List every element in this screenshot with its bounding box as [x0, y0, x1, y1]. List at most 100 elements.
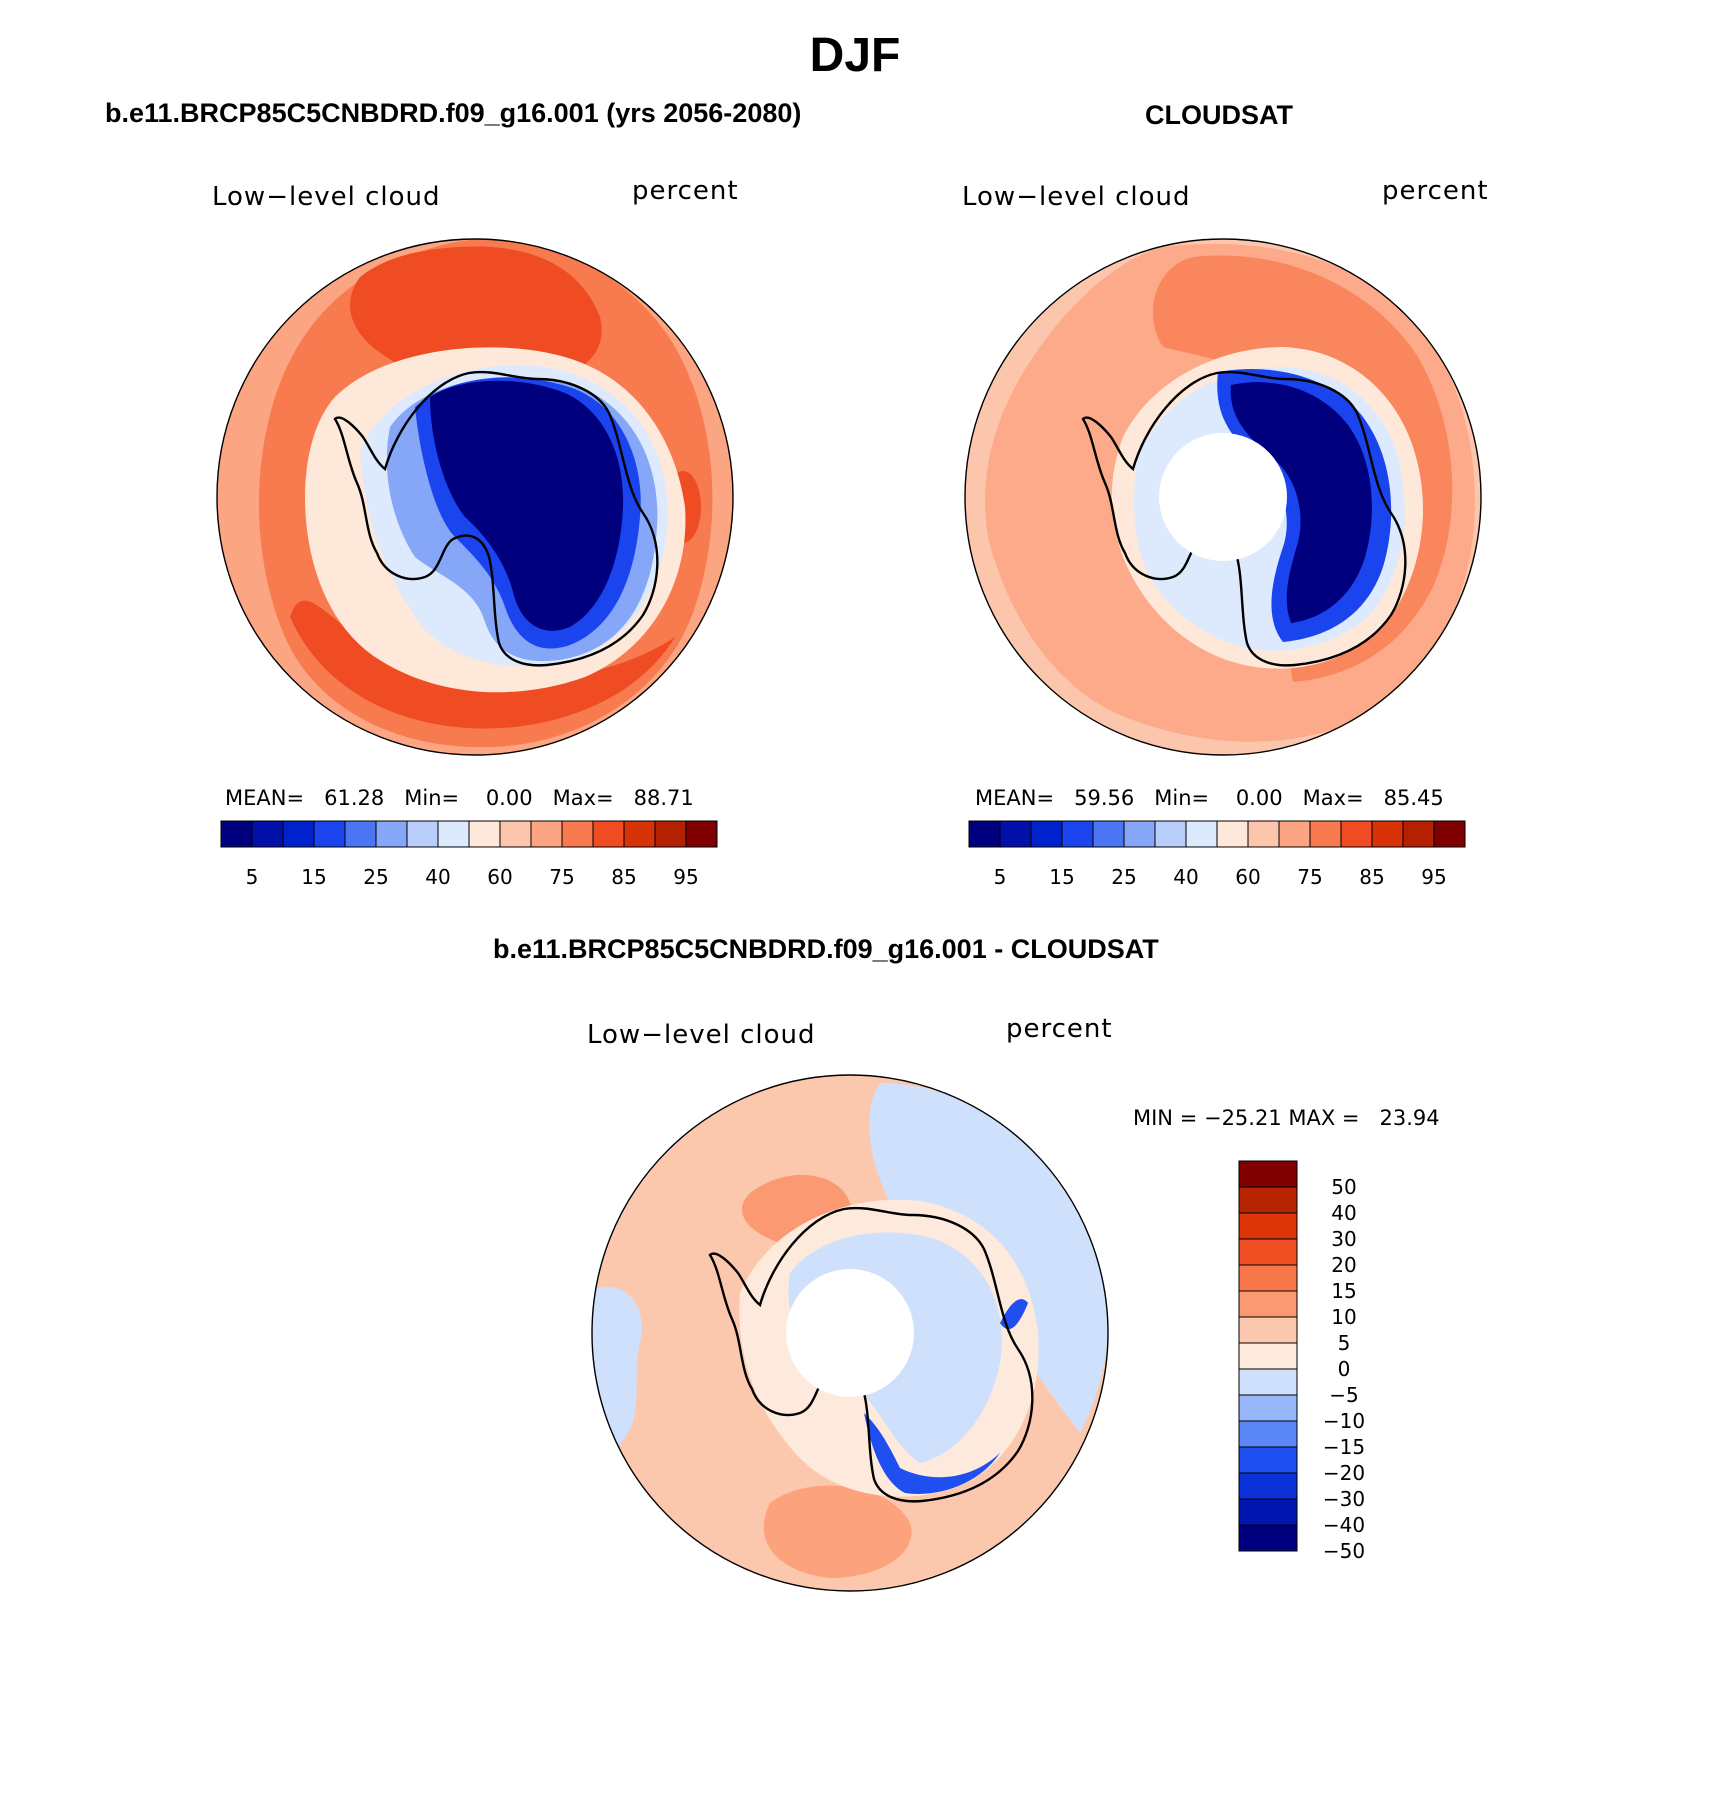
obs-colorbar-tick-label: 15 [1049, 865, 1074, 889]
model-colorbar-box [282, 820, 315, 848]
diff-colorbar-box [1238, 1446, 1298, 1474]
model-colorbar-box [561, 820, 594, 848]
model-polar-map [216, 238, 734, 756]
diff-colorbar-tick-label: −5 [1329, 1383, 1358, 1407]
diff-colorbar-tick-label: 0 [1338, 1357, 1351, 1381]
diff-colorbar-tick-label: −50 [1323, 1539, 1365, 1563]
model-colorbar-box [592, 820, 625, 848]
model-colorbar-tick-label: 5 [246, 865, 259, 889]
obs-colorbar-tick-label: 95 [1421, 865, 1446, 889]
obs-colorbar-tick-label: 25 [1111, 865, 1136, 889]
diff-polar-map [591, 1074, 1109, 1592]
diff-colorbar-tick-label: 30 [1331, 1227, 1356, 1251]
model-stats: MEAN= 61.28 Min= 0.00 Max= 88.71 [225, 786, 694, 810]
model-colorbar-box [344, 820, 377, 848]
model-colorbar-box [437, 820, 470, 848]
model-colorbar-box [220, 820, 253, 848]
model-colorbar-box [406, 820, 439, 848]
model-colorbar-tick-label: 75 [549, 865, 574, 889]
diff-colorbar-box [1238, 1342, 1298, 1370]
obs-colorbar-box [999, 820, 1032, 848]
model-colorbar-tick-label: 40 [425, 865, 450, 889]
diff-colorbar-box [1238, 1238, 1298, 1266]
model-case-title: b.e11.BRCP85C5CNBDRD.f09_g16.001 (yrs 20… [105, 98, 802, 128]
obs-colorbar-box [1216, 820, 1249, 848]
diff-field-positive-south [763, 1485, 912, 1578]
model-colorbar-tick-label: 25 [363, 865, 388, 889]
obs-colorbar-box [1092, 820, 1125, 848]
model-units-label: percent [632, 176, 739, 206]
diff-colorbar-tick-label: −40 [1323, 1513, 1365, 1537]
model-colorbar-box [375, 820, 408, 848]
obs-case-title: CLOUDSAT [1145, 100, 1293, 130]
obs-colorbar-tick-label: 5 [994, 865, 1007, 889]
model-field-band-85-south [290, 600, 675, 729]
obs-units-label: percent [1382, 176, 1489, 206]
diff-colorbar-box [1238, 1368, 1298, 1396]
model-colorbar-box [530, 820, 563, 848]
obs-stats: MEAN= 59.56 Min= 0.00 Max= 85.45 [975, 786, 1444, 810]
obs-colorbar-box [1402, 820, 1435, 848]
obs-variable-label: Low−level cloud [962, 182, 1191, 212]
diff-colorbar-tick-label: −20 [1323, 1461, 1365, 1485]
model-colorbar-box [654, 820, 687, 848]
diff-colorbar-tick-label: −15 [1323, 1435, 1365, 1459]
model-colorbar-tick-label: 60 [487, 865, 512, 889]
diff-map-border [591, 1074, 1109, 1592]
diff-colorbar-tick-label: 10 [1331, 1305, 1356, 1329]
diff-case-title: b.e11.BRCP85C5CNBDRD.f09_g16.001 - CLOUD… [493, 934, 1159, 964]
obs-colorbar: 5 15 25 40 60 75 85 95 [968, 820, 1466, 889]
obs-colorbar-box [968, 820, 1001, 848]
diff-colorbar-box [1238, 1420, 1298, 1448]
model-colorbar-tick-label: 85 [611, 865, 636, 889]
diff-minmax: MIN = −25.21 MAX = 23.94 [1133, 1106, 1440, 1130]
diff-colorbar-box [1238, 1264, 1298, 1292]
model-colorbar-box [468, 820, 501, 848]
obs-colorbar-tick-label: 75 [1297, 865, 1322, 889]
model-colorbar-tick-label: 95 [673, 865, 698, 889]
diff-colorbar-box [1238, 1498, 1298, 1526]
obs-colorbar-box [1247, 820, 1280, 848]
model-map-border [216, 238, 734, 756]
diff-variable-label: Low−level cloud [587, 1020, 816, 1050]
model-colorbar-box [623, 820, 656, 848]
diff-colorbar-tick-label: −30 [1323, 1487, 1365, 1511]
figure-title: DJF [809, 29, 901, 82]
diff-colorbar-box [1238, 1290, 1298, 1318]
obs-colorbar-box [1185, 820, 1218, 848]
obs-colorbar-box [1340, 820, 1373, 848]
diff-units-label: percent [1006, 1014, 1113, 1044]
model-variable-label: Low−level cloud [212, 182, 441, 212]
diff-missing-data-hole [786, 1269, 914, 1397]
obs-colorbar-box [1433, 820, 1466, 848]
obs-colorbar-tick-label: 40 [1173, 865, 1198, 889]
diff-colorbar-box [1238, 1524, 1298, 1552]
obs-field-core-low [1230, 382, 1372, 623]
obs-colorbar-tick-label: 85 [1359, 865, 1384, 889]
diff-colorbar-tick-label: 40 [1331, 1201, 1356, 1225]
model-colorbar-tick-label: 15 [301, 865, 326, 889]
obs-missing-data-hole [1159, 433, 1287, 561]
diff-field-strong-negative-east [1000, 1299, 1028, 1330]
model-colorbar-box [313, 820, 346, 848]
diff-colorbar-box [1238, 1160, 1298, 1188]
obs-colorbar-box [1030, 820, 1063, 848]
model-field-core-low [430, 380, 624, 631]
model-colorbar: 5 15 25 40 60 75 85 95 [220, 820, 718, 889]
diff-colorbar-box [1238, 1186, 1298, 1214]
obs-colorbar-box [1371, 820, 1404, 848]
model-colorbar-box [499, 820, 532, 848]
obs-map-border [964, 238, 1482, 756]
diff-colorbar-box [1238, 1472, 1298, 1500]
diff-colorbar-box [1238, 1394, 1298, 1422]
obs-colorbar-box [1154, 820, 1187, 848]
diff-colorbar-tick-label: −10 [1323, 1409, 1365, 1433]
model-colorbar-box [685, 820, 718, 848]
obs-colorbar-box [1123, 820, 1156, 848]
obs-polar-map [964, 238, 1482, 756]
diff-colorbar-tick-label: 50 [1331, 1175, 1356, 1199]
diff-colorbar-tick-label: 5 [1338, 1331, 1351, 1355]
diff-colorbar-box [1238, 1212, 1298, 1240]
obs-colorbar-box [1309, 820, 1342, 848]
